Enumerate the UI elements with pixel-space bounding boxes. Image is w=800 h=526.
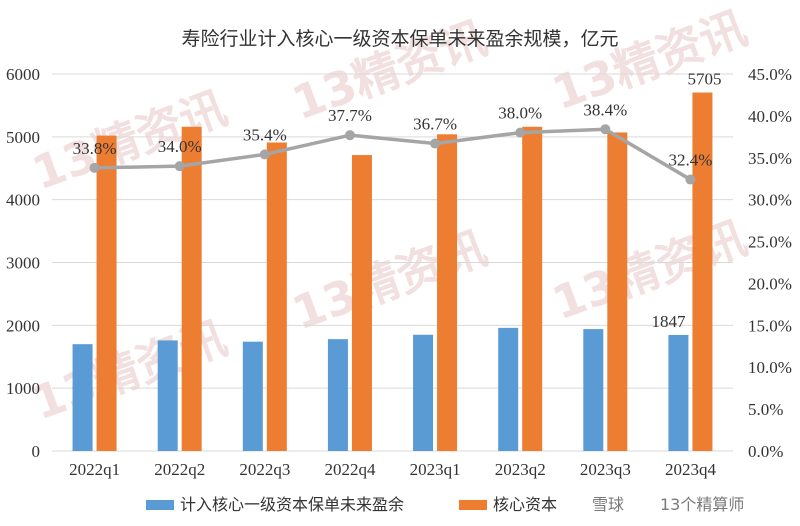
footer-brand: 雪球 xyxy=(592,495,624,514)
y2-tick-label: 25.0% xyxy=(748,233,792,252)
bar-blue xyxy=(668,334,689,451)
ratio-data-label: 33.8% xyxy=(73,139,117,158)
ratio-point xyxy=(259,149,270,160)
watermark: 13精资讯 xyxy=(25,80,233,200)
bar-orange xyxy=(692,92,713,452)
legend-label-orange: 核心资本 xyxy=(493,495,557,514)
y2-tick-label: 35.0% xyxy=(748,149,792,168)
x-tick-label: 2023q4 xyxy=(665,460,717,479)
x-tick-label: 2022q4 xyxy=(324,460,376,479)
y2-tick-label: 40.0% xyxy=(748,107,792,126)
x-tick-label: 2022q2 xyxy=(154,460,205,479)
ratio-point xyxy=(89,162,100,173)
bar-data-label: 5705 xyxy=(687,70,721,89)
y2-tick-label: 30.0% xyxy=(748,191,792,210)
y2-tick-label: 45.0% xyxy=(748,65,792,84)
footer-author: 13个精算师 xyxy=(660,495,744,514)
bar-blue xyxy=(413,334,434,451)
x-tick-label: 2023q1 xyxy=(410,460,461,479)
y-axis-left: 0 1000 2000 3000 4000 5000 6000 xyxy=(6,65,40,461)
ratio-data-label: 38.4% xyxy=(583,100,627,119)
legend-swatch-orange xyxy=(459,500,487,510)
y-tick-label: 4000 xyxy=(6,191,40,210)
ratio-point xyxy=(515,127,526,138)
bar-blue xyxy=(327,339,348,451)
y-axis-right: 0.0% 5.0% 10.0% 15.0% 20.0% 25.0% 30.0% 35.0% 40… xyxy=(748,65,792,461)
ratio-data-label: 35.4% xyxy=(243,125,287,144)
ratio-line xyxy=(89,124,696,185)
legend-swatch-blue xyxy=(146,500,174,510)
bar-orange xyxy=(266,142,287,451)
ratio-data-label: 37.7% xyxy=(328,106,372,125)
bar-orange xyxy=(96,135,117,451)
chart-title: 寿险行业计入核心一级资本保单未来盈余规模，亿元 xyxy=(181,28,618,50)
bar-blue xyxy=(157,340,178,451)
bar-orange xyxy=(351,155,372,451)
y2-tick-label: 10.0% xyxy=(748,358,792,377)
data-labels: 33.8% 34.0% 35.4% 37.7% 36.7% 38.0% 38.4% 32.4%… xyxy=(73,70,722,331)
x-tick-label: 2023q2 xyxy=(495,460,546,479)
ratio-point xyxy=(174,161,185,172)
x-axis: 2022q1 2022q2 2022q3 2022q4 2023q1 2023q2 2023… xyxy=(69,460,716,479)
ratio-data-label: 34.0% xyxy=(158,137,202,156)
watermark: 13精资讯 xyxy=(545,0,753,120)
y2-tick-label: 0.0% xyxy=(748,442,783,461)
legend-label-blue: 计入核心一级资本保单未来盈余 xyxy=(180,495,404,514)
y-tick-label: 5000 xyxy=(6,128,40,147)
x-tick-label: 2022q3 xyxy=(239,460,290,479)
watermark: 13精资讯 xyxy=(25,310,233,430)
ratio-point xyxy=(344,130,355,141)
bar-orange xyxy=(522,126,543,451)
y-tick-label: 2000 xyxy=(6,316,40,335)
bar-blue xyxy=(72,344,93,451)
ratio-point xyxy=(685,174,696,185)
source-mark: 雪球 13个精算师 xyxy=(592,495,744,514)
bar-orange xyxy=(181,126,202,451)
ratio-point xyxy=(600,124,611,135)
bar-orange xyxy=(437,134,458,451)
y-tick-label: 0 xyxy=(32,442,41,461)
watermark: 13精资讯 xyxy=(545,210,753,330)
y2-tick-label: 15.0% xyxy=(748,316,792,335)
watermark: 13精资讯 xyxy=(285,220,493,340)
x-tick-label: 2023q3 xyxy=(580,460,631,479)
y2-tick-label: 5.0% xyxy=(748,400,783,419)
y-tick-label: 1000 xyxy=(6,379,40,398)
y-tick-label: 6000 xyxy=(6,65,40,84)
ratio-data-label: 36.7% xyxy=(413,115,457,134)
ratio-data-label: 38.0% xyxy=(498,104,542,123)
bar-blue xyxy=(242,341,263,451)
x-tick-label: 2022q1 xyxy=(69,460,120,479)
bar-blue xyxy=(498,327,519,451)
ratio-point xyxy=(430,138,441,149)
y2-tick-label: 20.0% xyxy=(748,274,792,293)
y-tick-label: 3000 xyxy=(6,254,40,273)
bar-blue xyxy=(583,329,604,451)
bars xyxy=(72,92,713,452)
legend: 计入核心一级资本保单未来盈余 核心资本 xyxy=(146,495,557,514)
bar-data-label: 1847 xyxy=(651,312,686,331)
watermark-layer: 13精资讯 13精资讯 13精资讯 13精资讯 13精资讯 13精资讯 xyxy=(25,0,753,430)
ratio-line-path xyxy=(94,127,692,182)
ratio-data-label: 32.4% xyxy=(668,151,712,170)
bar-orange xyxy=(607,132,628,451)
